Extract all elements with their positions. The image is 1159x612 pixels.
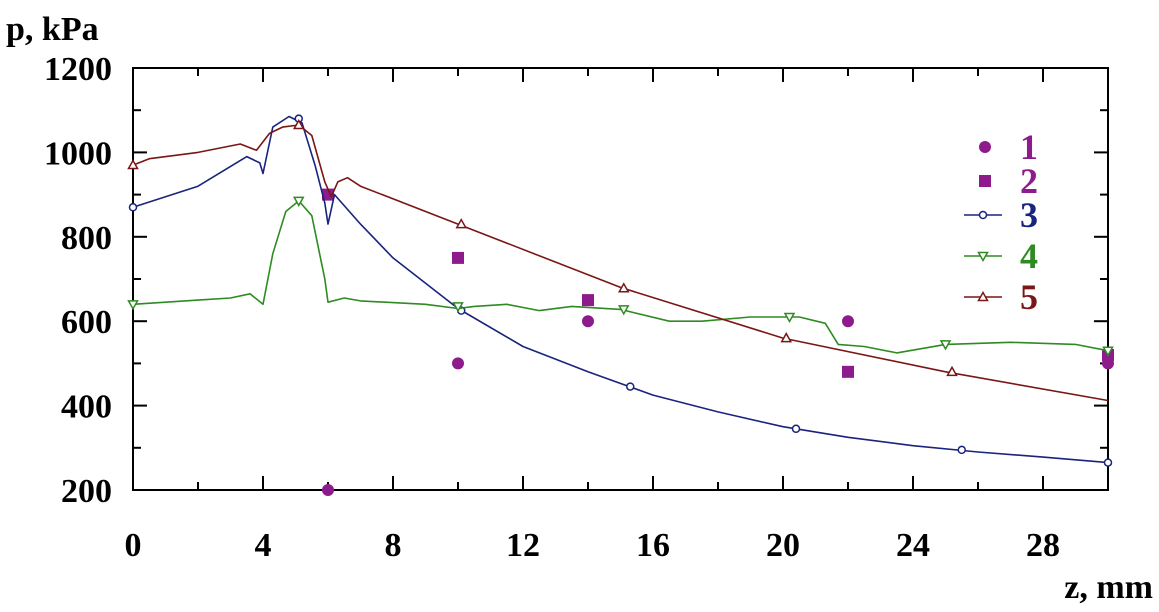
series-5-point [617, 282, 630, 293]
series-5-line [132, 124, 1109, 402]
series-4-point [452, 302, 464, 313]
series-3-line [132, 115, 1109, 464]
legend-label: 3 [1020, 195, 1038, 235]
series-2 [322, 188, 1114, 378]
series-1-point [842, 315, 854, 328]
series-4 [127, 196, 1114, 357]
series-3 [128, 114, 1113, 467]
x-tick-label: 28 [1026, 527, 1060, 564]
x-tick-label: 12 [506, 527, 540, 564]
legend-item-2: 2 [979, 161, 1038, 201]
legend-marker [979, 175, 991, 187]
series-4-point [127, 300, 139, 311]
series-3-point [128, 203, 138, 212]
series-5-point [127, 159, 139, 170]
series-3-point [791, 424, 801, 434]
series-1-point [582, 315, 594, 328]
legend-label: 5 [1020, 277, 1038, 317]
series-1-point [322, 484, 334, 496]
series-2-point [322, 188, 334, 201]
legend-marker [977, 290, 989, 302]
x-tick-label: 4 [255, 527, 272, 564]
series-5-point [455, 218, 468, 229]
legend-label: 2 [1020, 161, 1038, 201]
series-1-point [452, 357, 464, 370]
series-layer [127, 114, 1114, 496]
series-4-point [292, 196, 305, 207]
series-4-point [1102, 346, 1114, 357]
series-4-point [939, 340, 952, 351]
series-5-point [780, 332, 793, 343]
x-tick-label: 16 [636, 527, 670, 564]
x-tick-label: 0 [125, 527, 142, 564]
legend-item-5: 5 [964, 277, 1038, 317]
y-tick-label: 600 [61, 304, 112, 341]
series-4-line [132, 200, 1109, 354]
legend-item-3: 3 [964, 195, 1038, 235]
series-3-point [1103, 458, 1113, 467]
y-tick-label: 200 [61, 473, 112, 510]
legend-item-4: 4 [964, 236, 1038, 276]
x-tick-label: 8 [385, 527, 402, 564]
y-tick-labels: 200 400 600 800 1000 1200 [44, 51, 112, 510]
series-2-point [452, 251, 464, 264]
x-axis-label: z, mm [1064, 569, 1153, 606]
legend-marker [978, 210, 988, 220]
x-tick-label: 20 [766, 527, 800, 564]
series-5-point [292, 118, 305, 130]
legend-item-1: 1 [979, 127, 1038, 167]
legend-label: 1 [1020, 127, 1038, 167]
legend-marker [979, 141, 991, 153]
y-tick-label: 800 [61, 220, 112, 257]
x-tick-labels: 0 4 8 12 16 20 24 28 [125, 527, 1061, 564]
series-4-point [617, 305, 630, 316]
y-tick-label: 400 [61, 389, 112, 426]
series-5 [127, 118, 1109, 402]
y-axis-label: p, kPa [6, 11, 99, 48]
series-3-point [957, 445, 966, 455]
y-tick-label: 1200 [44, 51, 112, 88]
series-2-point [582, 294, 594, 307]
series-4-point [783, 312, 796, 324]
plot-frame [132, 67, 1109, 491]
series-3-point [626, 382, 635, 391]
series-2-point [842, 365, 854, 378]
y-tick-label: 1000 [44, 135, 112, 172]
x-tick-label: 24 [896, 527, 930, 564]
legend-label: 4 [1020, 236, 1038, 276]
series-5-point [946, 365, 958, 377]
legend-marker [977, 251, 989, 263]
axis-ticks [132, 67, 1109, 491]
plot-area-border [132, 67, 1109, 491]
